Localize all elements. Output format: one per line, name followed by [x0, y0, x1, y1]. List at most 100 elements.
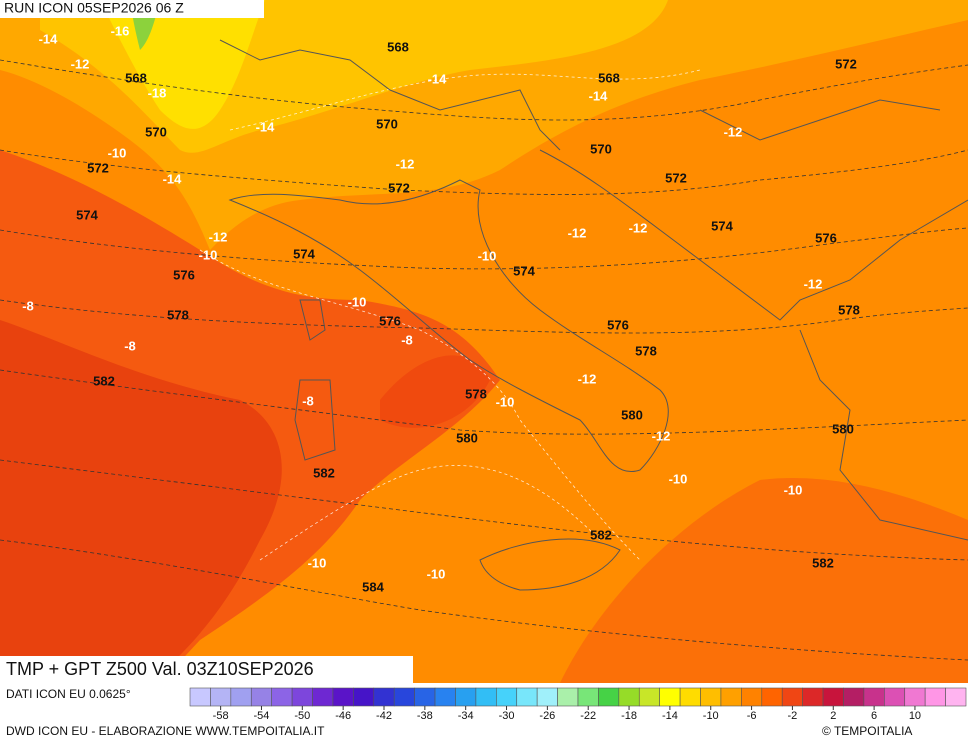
color-swatch [353, 687, 375, 707]
temperature-label: -12 [209, 229, 228, 244]
zone [0, 320, 282, 683]
geopotential-label: 580 [832, 421, 854, 436]
geopotential-label: 574 [76, 207, 98, 222]
zone [380, 355, 490, 428]
geopotential-label: 572 [87, 160, 109, 175]
source: DATI ICON EU 0.0625° [6, 687, 131, 701]
temperature-label: -16 [111, 23, 130, 38]
color-swatch [475, 687, 497, 707]
geopotential-label: 580 [456, 430, 478, 445]
geopotential-label: 582 [812, 555, 834, 570]
temperature-label: -14 [39, 31, 59, 46]
coastline [294, 299, 336, 461]
colorbar-tick-label: -26 [539, 710, 555, 722]
isohypse [0, 539, 968, 661]
temperature-label: -12 [652, 428, 671, 443]
colorbar-tick-label: -6 [747, 710, 757, 722]
color-swatch [536, 687, 558, 707]
zone [560, 478, 968, 683]
geopotential-label: 578 [167, 307, 189, 322]
color-swatch [434, 687, 456, 707]
color-swatch [312, 687, 334, 707]
coastline [228, 179, 669, 473]
temperature-label: -8 [124, 338, 136, 353]
colorbar-tick-label: -58 [213, 710, 229, 722]
color-swatch [884, 687, 906, 707]
coastline [479, 538, 621, 591]
colorbar-tick-label: -38 [417, 710, 433, 722]
color-swatch [230, 687, 252, 707]
isotherm [259, 465, 601, 561]
color-swatch [761, 687, 783, 707]
temperature-label: -18 [148, 85, 167, 100]
color-swatch [577, 687, 599, 707]
run-label: RUN ICON 05SEP2026 06 Z [4, 0, 184, 16]
color-swatch [516, 687, 538, 707]
temperature-label: -12 [629, 220, 648, 235]
color-swatch [393, 687, 415, 707]
colorbar-tick-label: -18 [621, 710, 637, 722]
color-swatch [843, 687, 865, 707]
temperature-label: -10 [348, 294, 367, 309]
color-swatch [189, 687, 211, 707]
colorbar: -58 -54 -50 -46 -42 -38 -34 -30 -26 -22 -18 -14 -10-… [189, 687, 967, 722]
colorbar-tick-label: -30 [499, 710, 515, 722]
geopotential-label: 576 [379, 313, 401, 328]
isohypse [0, 149, 968, 195]
geopotential-label: 578 [635, 343, 657, 358]
geopotential-label: 572 [388, 180, 410, 195]
colorbar-tick-label: -22 [580, 710, 596, 722]
map-labels: -14 -16 -12 -18 -14 -14 -14 -10 -14 -12 -12 -12 -10 -… [22, 23, 860, 594]
border [219, 39, 561, 151]
color-swatch [659, 687, 681, 707]
temperature-label: -8 [22, 298, 34, 313]
geopotential-label: 580 [621, 407, 643, 422]
color-swatch [210, 687, 232, 707]
color-swatch [822, 687, 844, 707]
brand: © TEMPOITALIA [822, 724, 912, 738]
isotherm [199, 249, 641, 561]
color-swatch [924, 687, 946, 707]
geopotential-label: 576 [173, 267, 195, 282]
temperature-label: -14 [163, 171, 183, 186]
color-swatch [250, 687, 272, 707]
color-swatch [291, 687, 313, 707]
temperature-label: -12 [568, 225, 587, 240]
colorbar-tick-label: -2 [788, 710, 798, 722]
geopotential-label: 570 [145, 124, 167, 139]
geopotential-label: 568 [598, 70, 620, 85]
temperature-label: -12 [71, 56, 90, 71]
temperature-label: -10 [308, 555, 327, 570]
isohypse [0, 59, 968, 121]
geopotential-label: 584 [362, 579, 384, 594]
temperature-label: -14 [428, 71, 448, 86]
credit: DWD ICON EU - ELABORAZIONE WWW.TEMPOITAL… [6, 724, 325, 738]
color-swatch [271, 687, 293, 707]
temperature-label: -8 [401, 332, 413, 347]
geopotential-label: 574 [293, 246, 315, 261]
temperature-label: -14 [589, 88, 609, 103]
color-swatch [557, 687, 579, 707]
isohypse [0, 299, 968, 334]
temperature-label: -10 [199, 247, 218, 262]
map-title: TMP + GPT Z500 Val. 03Z10SEP2026 [6, 659, 314, 679]
colorbar-tick-label: -50 [294, 710, 310, 722]
color-swatch [638, 687, 660, 707]
geopotential-label: 578 [838, 302, 860, 317]
color-swatch [332, 687, 354, 707]
isotherm [229, 69, 701, 131]
temperature-label: -8 [302, 393, 314, 408]
color-swatch [414, 687, 436, 707]
geopotential-label: 582 [93, 373, 115, 388]
temperature-label: -12 [396, 156, 415, 171]
geopotential-label: 574 [711, 218, 733, 233]
temperature-label: -12 [724, 124, 743, 139]
colorbar-tick-label: -46 [335, 710, 351, 722]
geopotential-label: 568 [125, 70, 147, 85]
isohypse [0, 227, 968, 270]
color-swatch [373, 687, 395, 707]
map: -14 -16 -12 -18 -14 -14 -14 -10 -14 -12 -12 -12 -10 -… [0, 0, 968, 683]
title-box [0, 656, 413, 683]
temperature-label: -14 [256, 119, 276, 134]
